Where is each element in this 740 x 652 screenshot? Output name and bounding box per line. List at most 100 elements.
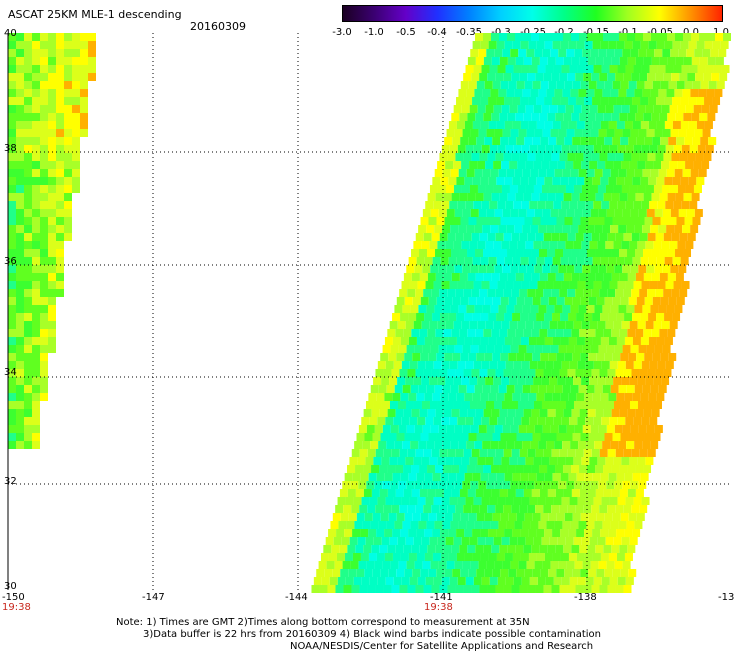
swath-cell bbox=[480, 553, 489, 561]
swath-cell bbox=[597, 185, 606, 193]
swath-cell bbox=[698, 169, 707, 177]
swath-cell bbox=[56, 161, 64, 169]
swath-cell bbox=[579, 545, 588, 553]
swath-cell bbox=[694, 129, 703, 137]
swath-cell bbox=[526, 49, 535, 57]
swath-cell bbox=[324, 569, 333, 577]
swath-cell bbox=[591, 505, 600, 513]
swath-cell bbox=[517, 457, 526, 465]
swath-cell bbox=[584, 553, 593, 561]
swath-cell bbox=[454, 425, 463, 433]
swath-cell bbox=[696, 41, 705, 49]
swath-cell bbox=[390, 425, 399, 433]
swath-cell bbox=[638, 345, 647, 353]
swath-cell bbox=[474, 169, 483, 177]
lon-label: -150 bbox=[2, 592, 25, 603]
swath-cell bbox=[614, 129, 623, 137]
swath-cell bbox=[570, 89, 579, 97]
swath-cell bbox=[16, 257, 24, 265]
swath-cell bbox=[627, 489, 636, 497]
swath-cell bbox=[527, 73, 536, 81]
swath-cell bbox=[404, 353, 413, 361]
swath-cell bbox=[442, 305, 451, 313]
swath-cell bbox=[56, 233, 64, 241]
swath-cell bbox=[665, 281, 674, 289]
swath-cell bbox=[8, 225, 16, 233]
swath-cell bbox=[620, 433, 629, 441]
swath-cell bbox=[552, 257, 561, 265]
swath-cell bbox=[401, 417, 410, 425]
swath-cell bbox=[24, 73, 32, 81]
swath-cell bbox=[491, 193, 500, 201]
swath-cell bbox=[600, 257, 609, 265]
swath-cell bbox=[558, 209, 567, 217]
swath-cell bbox=[509, 457, 518, 465]
swath-cell bbox=[624, 97, 633, 105]
swath-cell bbox=[543, 289, 552, 297]
swath-cell bbox=[533, 377, 542, 385]
swath-cell bbox=[475, 545, 484, 553]
swath-cell bbox=[611, 33, 619, 41]
swath-cell bbox=[385, 361, 394, 369]
swath-cell bbox=[641, 497, 650, 505]
swath-cell bbox=[663, 369, 672, 377]
swath-cell bbox=[521, 497, 530, 505]
swath-cell bbox=[673, 201, 682, 209]
swath-cell bbox=[658, 385, 667, 393]
swath-cell bbox=[626, 89, 635, 97]
swath-cell bbox=[605, 401, 614, 409]
swath-cell bbox=[656, 257, 665, 265]
swath-cell bbox=[16, 313, 24, 321]
swath-cell bbox=[32, 145, 40, 153]
swath-cell bbox=[690, 89, 699, 97]
swath-cell bbox=[448, 337, 457, 345]
swath-cell bbox=[415, 233, 424, 241]
swath-cell bbox=[630, 265, 639, 273]
swath-cell bbox=[509, 321, 518, 329]
swath-cell bbox=[676, 217, 685, 225]
swath-cell bbox=[608, 393, 617, 401]
swath-cell bbox=[654, 265, 663, 273]
swath-cell bbox=[447, 585, 456, 593]
swath-cell bbox=[545, 577, 554, 585]
swath-cell bbox=[408, 473, 417, 481]
swath-cell bbox=[437, 377, 446, 385]
swath-cell bbox=[515, 489, 524, 497]
swath-cell bbox=[513, 201, 522, 209]
swath-cell bbox=[532, 353, 541, 361]
swath-cell bbox=[561, 577, 570, 585]
swath-cell bbox=[353, 577, 362, 585]
swath-cell bbox=[580, 81, 589, 89]
swath-cell bbox=[365, 537, 374, 545]
swath-cell bbox=[492, 353, 501, 361]
swath-cell bbox=[484, 513, 493, 521]
swath-cell bbox=[508, 569, 517, 577]
swath-cell bbox=[674, 305, 683, 313]
swath-cell bbox=[480, 121, 489, 129]
swath-cell bbox=[504, 97, 513, 105]
swath-cell bbox=[403, 409, 412, 417]
swath-cell bbox=[80, 33, 88, 41]
swath-cell bbox=[650, 169, 659, 177]
swath-cell bbox=[489, 201, 498, 209]
swath-cell bbox=[619, 545, 628, 553]
swath-cell bbox=[525, 537, 534, 545]
colorbar-tick-label: -0.25 bbox=[520, 27, 546, 38]
swath-cell bbox=[492, 81, 501, 89]
swath-cell bbox=[573, 185, 582, 193]
swath-cell bbox=[629, 377, 638, 385]
swath-cell bbox=[404, 297, 413, 305]
swath-cell bbox=[652, 217, 661, 225]
swath-cell bbox=[675, 57, 684, 65]
swath-cell bbox=[560, 529, 569, 537]
swath-cell bbox=[420, 297, 429, 305]
swath-cell bbox=[412, 297, 421, 305]
swath-cell bbox=[404, 433, 413, 441]
swath-cell bbox=[406, 425, 415, 433]
swath-cell bbox=[600, 177, 609, 185]
swath-cell bbox=[608, 553, 617, 561]
swath-cell bbox=[566, 209, 575, 217]
swath-cell bbox=[546, 89, 555, 97]
swath-cell bbox=[40, 257, 48, 265]
swath-cell bbox=[440, 393, 449, 401]
